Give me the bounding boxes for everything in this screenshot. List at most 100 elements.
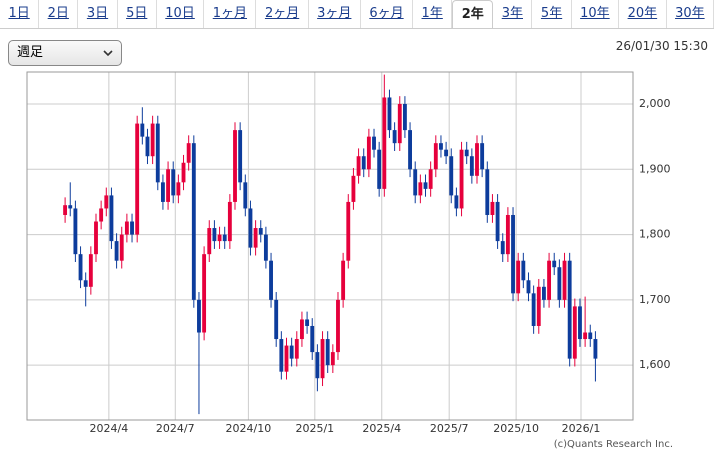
candle-body bbox=[191, 143, 196, 300]
candle-body bbox=[351, 175, 356, 202]
candle-body bbox=[485, 169, 490, 215]
candle-body bbox=[593, 339, 598, 359]
candle-body bbox=[78, 254, 83, 281]
candle-body bbox=[99, 208, 104, 222]
period-tab[interactable]: 5年 bbox=[532, 0, 572, 28]
candle-body bbox=[166, 169, 171, 202]
period-tab[interactable]: 1日 bbox=[0, 0, 40, 28]
candle-body bbox=[346, 201, 351, 261]
candle-body bbox=[578, 306, 582, 340]
candle-body bbox=[382, 97, 387, 189]
x-tick-label: 2024/10 bbox=[226, 422, 272, 435]
y-tick-label: 2,000 bbox=[639, 97, 671, 110]
candle-body bbox=[88, 254, 93, 287]
candle-body bbox=[531, 293, 536, 326]
candle-body bbox=[258, 228, 263, 235]
period-tab[interactable]: 3ヶ月 bbox=[309, 0, 361, 28]
period-tab[interactable]: 20年 bbox=[619, 0, 667, 28]
candle-body bbox=[444, 149, 449, 157]
candle-body bbox=[253, 228, 258, 248]
candle-body bbox=[233, 130, 237, 202]
candle-body bbox=[300, 319, 304, 340]
candle-body bbox=[572, 306, 577, 359]
y-tick-label: 1,600 bbox=[639, 358, 671, 371]
candle-body bbox=[392, 130, 397, 144]
candle-body bbox=[516, 260, 521, 294]
x-tick-label: 2025/10 bbox=[493, 422, 539, 435]
candle-body bbox=[212, 228, 217, 242]
period-tab[interactable]: 6ヶ月 bbox=[361, 0, 414, 28]
candle-body bbox=[536, 286, 541, 326]
period-tab[interactable]: 10日 bbox=[157, 0, 205, 28]
candle-body bbox=[377, 149, 382, 189]
candle-body bbox=[124, 221, 129, 235]
candle-body bbox=[552, 260, 557, 268]
candle-body bbox=[433, 143, 438, 170]
candle-body bbox=[155, 123, 160, 183]
candle-body bbox=[459, 149, 464, 209]
timestamp: 26/01/30 15:30 bbox=[615, 39, 708, 53]
candle-body bbox=[387, 97, 392, 131]
candle-body bbox=[526, 280, 531, 294]
period-tabs: 1日 2日 3日 5日 10日 1ヶ月 2ヶ月 3ヶ月 6ヶ月 1年 2年 3年 5年 10年 20年 30年 bbox=[0, 0, 714, 29]
candle-body bbox=[475, 143, 479, 176]
candle-body bbox=[366, 136, 371, 170]
candle-body bbox=[500, 241, 505, 255]
candle-body bbox=[541, 286, 546, 300]
period-select[interactable]: 週足 bbox=[8, 40, 122, 66]
candle-body bbox=[423, 182, 428, 189]
period-tab[interactable]: 3年 bbox=[493, 0, 533, 28]
period-tab[interactable]: 2ヶ月 bbox=[256, 0, 309, 28]
candle-body bbox=[480, 143, 485, 170]
select-arrow bbox=[103, 50, 113, 57]
candle-body bbox=[428, 169, 433, 189]
candle-body bbox=[140, 123, 145, 137]
candle-body bbox=[150, 123, 155, 157]
y-tick-label: 1,900 bbox=[639, 162, 671, 175]
candle-body bbox=[449, 156, 454, 196]
candle-body bbox=[408, 130, 412, 170]
candle-body bbox=[402, 103, 407, 131]
candle-body bbox=[63, 205, 68, 215]
candle-body bbox=[104, 195, 109, 209]
period-tab[interactable]: 2日 bbox=[39, 0, 79, 28]
candle-body bbox=[341, 260, 346, 300]
candle-body bbox=[109, 195, 114, 242]
candle-body bbox=[310, 325, 315, 353]
candle-body bbox=[114, 241, 119, 261]
candle-body bbox=[274, 299, 279, 340]
candle-body bbox=[439, 143, 443, 150]
candle-body bbox=[248, 208, 253, 248]
x-tick-label: 2024/4 bbox=[90, 422, 129, 435]
candle-body bbox=[562, 260, 567, 300]
select-value: 週足 bbox=[17, 45, 44, 60]
x-tick-label: 2025/1 bbox=[295, 422, 334, 435]
candle-body bbox=[186, 143, 191, 163]
candle-body bbox=[413, 169, 418, 196]
candle-body bbox=[511, 214, 515, 294]
candle-body bbox=[176, 182, 181, 196]
period-tab[interactable]: 2年 bbox=[452, 0, 494, 28]
candle-body bbox=[119, 234, 124, 261]
candle-body bbox=[227, 201, 232, 242]
period-tab[interactable]: 1年 bbox=[413, 0, 453, 28]
period-tab[interactable]: 5日 bbox=[118, 0, 157, 28]
candle-body bbox=[397, 103, 402, 144]
candle-body bbox=[356, 156, 361, 176]
period-tab[interactable]: 10年 bbox=[572, 0, 620, 28]
plot-frame bbox=[26, 71, 634, 421]
x-tick-label: 2024/7 bbox=[156, 422, 195, 435]
period-tab[interactable]: 1ヶ月 bbox=[204, 0, 257, 28]
candle-body bbox=[464, 149, 469, 157]
candle-body bbox=[202, 254, 207, 333]
period-tab[interactable]: 3日 bbox=[78, 0, 118, 28]
candle-body bbox=[320, 339, 325, 379]
candle-body bbox=[294, 339, 299, 359]
candle-body bbox=[490, 201, 495, 215]
candle-body bbox=[207, 228, 212, 255]
candle-body bbox=[454, 195, 459, 209]
period-tab[interactable]: 30年 bbox=[667, 0, 714, 28]
candle-body bbox=[284, 345, 289, 372]
candle-body bbox=[68, 205, 73, 209]
